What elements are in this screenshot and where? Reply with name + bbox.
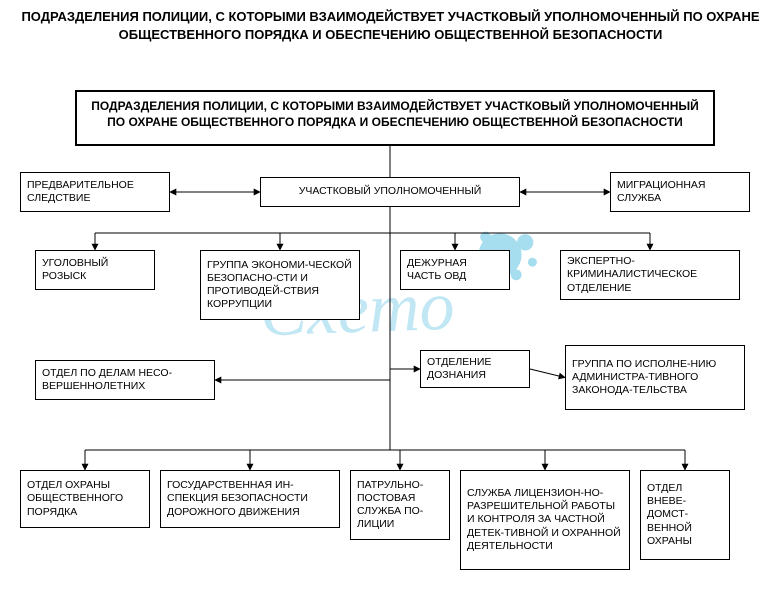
node-prelim: ПРЕДВАРИТЕЛЬНОЕ СЛЕДСТВИЕ [20, 172, 170, 212]
node-migration: МИГРАЦИОННАЯ СЛУЖБА [610, 172, 750, 212]
node-duty: ДЕЖУРНАЯ ЧАСТЬ ОВД [400, 250, 510, 290]
header-box: ПОДРАЗДЕЛЕНИЯ ПОЛИЦИИ, С КОТОРЫМИ ВЗАИМО… [75, 90, 715, 146]
node-admin: ГРУППА ПО ИСПОЛНЕ-НИЮ АДМИНИСТРА-ТИВНОГО… [565, 345, 745, 410]
node-vneved: ОТДЕЛ ВНЕВЕ-ДОМСТ-ВЕННОЙ ОХРАНЫ [640, 470, 730, 560]
node-doznanie: ОТДЕЛЕНИЕ ДОЗНАНИЯ [420, 350, 530, 388]
node-center: УЧАСТКОВЫЙ УПОЛНОМОЧЕННЫЙ [260, 177, 520, 207]
node-econ: ГРУППА ЭКОНОМИ-ЧЕСКОЙ БЕЗОПАСНО-СТИ И ПР… [200, 250, 360, 320]
node-ugol: УГОЛОВНЫЙ РОЗЫСК [35, 250, 155, 290]
node-gibdd: ГОСУДАРСТВЕННАЯ ИН-СПЕКЦИЯ БЕЗОПАСНОСТИ … [160, 470, 340, 528]
page-title: ПОДРАЗДЕЛЕНИЯ ПОЛИЦИИ, С КОТОРЫМИ ВЗАИМО… [0, 0, 781, 47]
node-patrol: ПАТРУЛЬНО-ПОСТОВАЯ СЛУЖБА ПО-ЛИЦИИ [350, 470, 450, 540]
node-minors: ОТДЕЛ ПО ДЕЛАМ НЕСО-ВЕРШЕННОЛЕТНИХ [35, 360, 215, 400]
node-license: СЛУЖБА ЛИЦЕНЗИОН-НО-РАЗРЕШИТЕЛЬНОЙ РАБОТ… [460, 470, 630, 570]
node-expert: ЭКСПЕРТНО-КРИМИНАЛИСТИЧЕСКОЕ ОТДЕЛЕНИЕ [560, 250, 740, 300]
node-public-order: ОТДЕЛ ОХРАНЫ ОБЩЕСТВЕННОГО ПОРЯДКА [20, 470, 150, 528]
